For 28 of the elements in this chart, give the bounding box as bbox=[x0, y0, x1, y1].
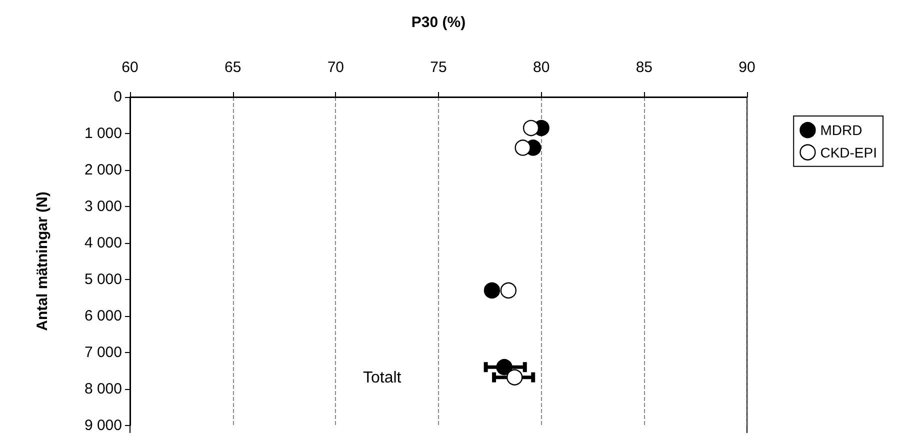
y-axis-title: Antal mätningar (N) bbox=[34, 192, 51, 331]
point bbox=[514, 140, 531, 156]
y-tick-label: 7 000 bbox=[84, 344, 122, 361]
x-tick-label: 65 bbox=[224, 59, 242, 76]
x-tick-label: 90 bbox=[738, 59, 756, 76]
y-tick-label: 8 000 bbox=[84, 380, 122, 398]
x-tick-label: 60 bbox=[122, 59, 138, 76]
point bbox=[506, 369, 523, 386]
x-tick-label: 75 bbox=[430, 59, 447, 76]
point bbox=[500, 282, 517, 299]
x-tick-label: 80 bbox=[532, 59, 550, 76]
y-tick-label: 4 000 bbox=[84, 234, 122, 252]
point bbox=[484, 282, 500, 299]
y-tick-label: 6 000 bbox=[84, 308, 122, 324]
annotation: Totalt bbox=[363, 370, 402, 386]
point bbox=[496, 359, 512, 376]
x-tick-label: 70 bbox=[327, 59, 344, 76]
x-tick-label: 85 bbox=[636, 59, 653, 76]
legend-label: CKD-EPI bbox=[820, 144, 878, 160]
legend-label: MDRD bbox=[820, 122, 862, 138]
y-tick-label: 0 bbox=[114, 88, 122, 106]
y-tick-label: 1 000 bbox=[84, 125, 122, 142]
y-tick-label: 5 000 bbox=[84, 271, 122, 288]
y-tick-label: 9 000 bbox=[84, 417, 122, 434]
point bbox=[522, 120, 540, 136]
x-axis-title: P30 (%) bbox=[411, 14, 466, 31]
y-tick-label: 3 000 bbox=[84, 198, 122, 215]
y-tick-label: 2 000 bbox=[84, 162, 122, 178]
